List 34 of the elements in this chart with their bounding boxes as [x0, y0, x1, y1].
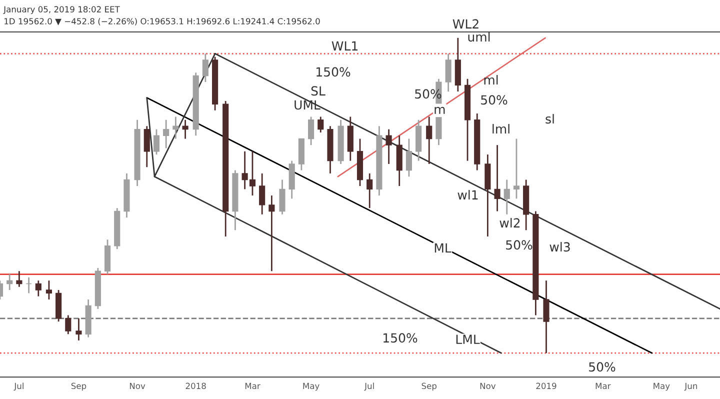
annotation: wl2	[500, 218, 520, 228]
x-tick-label: Sep	[71, 382, 86, 391]
annotation: 50%	[415, 89, 442, 99]
x-tick-label: Jul	[14, 382, 24, 391]
x-tick-label: 2019	[536, 382, 556, 390]
annotation: 50%	[506, 240, 532, 250]
chart-subtitle: 1D 19562.0 ▼ −452.8 (−2.26%) O:19653.1 H:19692.6 L:19241.4 C:19562.0	[4, 18, 320, 26]
annotation: 150%	[384, 333, 418, 343]
text: WL2	[452, 19, 478, 28]
x-tick-label: May	[654, 382, 670, 391]
x-tick-label: Nov	[130, 382, 146, 390]
x-tick-label: May	[303, 382, 320, 391]
annotation: wl1	[458, 190, 478, 200]
x-tick-label: Mar	[245, 382, 260, 390]
x-tick-label: 2018	[186, 382, 206, 390]
x-tick-label: Nov	[480, 382, 496, 390]
x-tick-label: Mar	[596, 382, 611, 390]
annotation: WL1	[332, 41, 358, 50]
annotation: 50%	[481, 95, 508, 105]
chart-title: January 05, 2019 18:02 EET	[3, 6, 120, 14]
annotation: m	[434, 106, 445, 114]
annotation: sl	[546, 114, 554, 124]
annotation: wl3	[550, 242, 570, 252]
annotation: SL	[311, 86, 326, 96]
annotation: ml	[484, 74, 498, 84]
x-tick-label: Sep	[422, 382, 437, 391]
annotation: LML	[456, 334, 480, 344]
x-tick-label: Jul	[364, 382, 374, 391]
text: 50%	[589, 362, 616, 372]
annotation: lml	[492, 124, 510, 134]
annotation: uml	[468, 32, 490, 42]
x-tick-label: Jun	[684, 382, 698, 391]
annotation: 150%	[316, 67, 350, 77]
annotation: ML	[434, 243, 452, 253]
